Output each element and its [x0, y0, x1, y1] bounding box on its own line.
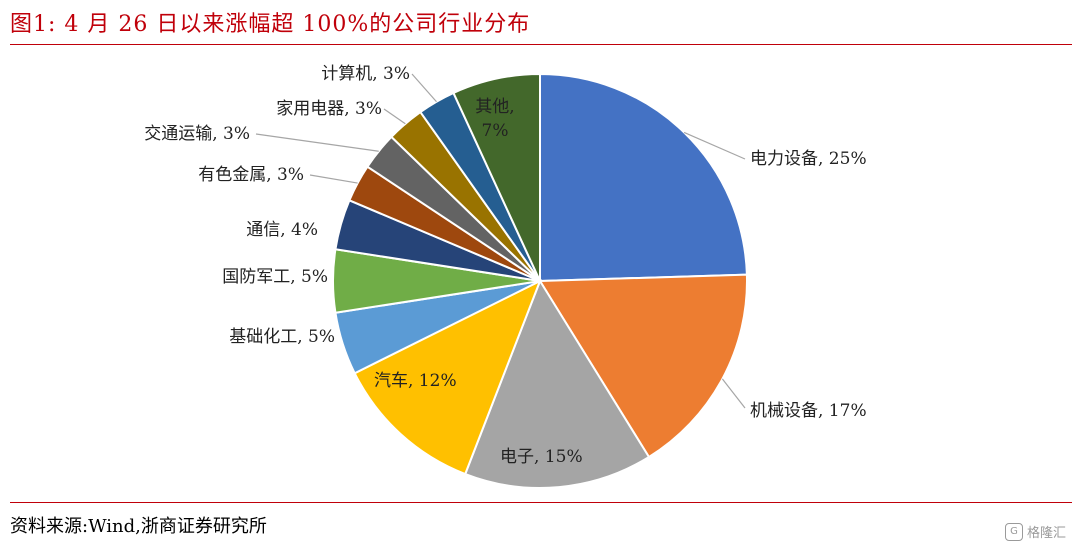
slice-label-11: 计算机, 3% — [321, 64, 410, 84]
pie-chart: 电力设备, 25% 机械设备, 17% 电子, 15% 汽车, 12% 基础化工, 5%… — [144, 64, 867, 489]
source-note: 资料来源:Wind,浙商证券研究所 — [10, 516, 267, 537]
figure-title: 图1: 4 月 26 日以来涨幅超 100%的公司行业分布 — [10, 12, 531, 37]
watermark-logo-icon: G — [1004, 522, 1023, 541]
watermark-text: 格隆汇 — [1026, 526, 1066, 541]
slice-label-12: 其他, 7% — [475, 97, 514, 141]
pie-slice-3 — [463, 278, 651, 489]
title-divider — [10, 44, 1072, 45]
footer-divider — [10, 502, 1072, 503]
pie-slice-2 — [538, 273, 748, 459]
leader-line-8 — [309, 174, 358, 184]
slice-label-9: 交通运输, 3% — [144, 124, 250, 144]
leader-line-9 — [255, 133, 379, 152]
slice-label-7: 通信, 4% — [246, 220, 318, 240]
leader-line-1 — [683, 131, 746, 160]
slice-label-2: 机械设备, 17% — [750, 401, 867, 421]
slice-label-1: 电力设备, 25% — [750, 149, 867, 169]
slice-label-10: 家用电器, 3% — [276, 99, 382, 119]
slice-label-6: 国防军工, 5% — [222, 267, 328, 287]
pie-slice-1 — [539, 72, 748, 283]
slice-label-8: 有色金属, 3% — [198, 165, 304, 185]
slice-label-3: 电子, 15% — [500, 447, 583, 467]
pie-slice-12 — [452, 72, 541, 282]
leader-line-10 — [383, 108, 406, 125]
leader-line-2 — [721, 378, 746, 409]
pie-slice-4 — [353, 278, 542, 476]
leader-line-11 — [411, 73, 437, 103]
watermark: G 格隆汇 — [1004, 522, 1066, 541]
slice-label-4: 汽车, 12% — [374, 371, 457, 391]
slice-label-5: 基础化工, 5% — [229, 327, 335, 347]
